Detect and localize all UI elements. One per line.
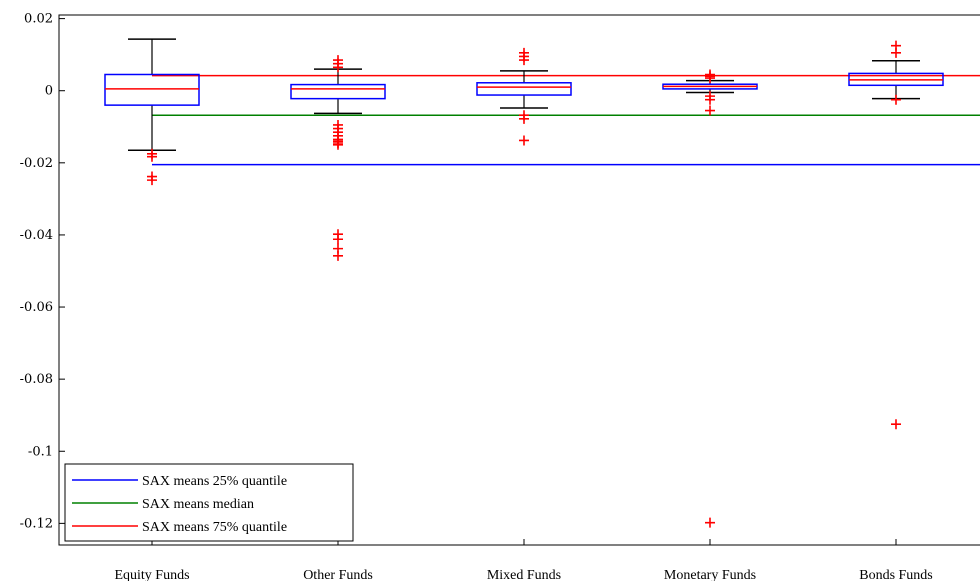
outlier-point [519,55,529,66]
outlier-point [519,135,529,146]
y-tick-label: -0.08 [20,372,53,387]
boxes-group [104,38,944,528]
outlier-point [891,419,901,430]
y-tick-label: 0.02 [24,12,53,27]
outlier-point [333,139,343,150]
y-tick-label: -0.06 [20,300,53,315]
legend: SAX means 25% quantile SAX means median SA… [64,463,354,542]
outlier-point [891,94,901,105]
box-3 [662,69,758,528]
x-category-label: Equity Funds [114,568,189,581]
x-category-label: Bonds Funds [859,568,933,581]
x-category-label: Other Funds [303,568,373,581]
outlier-point [333,62,343,73]
legend-label: SAX means 75% quantile [142,520,287,535]
outlier-point [147,151,157,162]
y-axis: 0.02 0 -0.02 -0.04 -0.06 -0.08 -0.1 -0.12 [20,12,65,531]
outlier-point [705,73,715,84]
box-2 [476,47,572,146]
plot-area [58,14,980,546]
outlier-point [891,47,901,58]
box-0 [104,38,200,186]
box-4 [848,40,944,430]
legend-label: SAX means median [142,497,254,512]
legend-label: SAX means 25% quantile [142,474,287,489]
box-iqr [290,83,386,100]
outlier-point [147,175,157,186]
outlier-point [333,234,343,245]
box-iqr [104,73,200,106]
y-tick-label: -0.12 [20,516,53,531]
x-category-label: Mixed Funds [487,568,561,581]
outlier-point [705,105,715,116]
box-1 [290,55,386,261]
outlier-point [705,517,715,528]
x-category-label: Monetary Funds [664,568,756,581]
outlier-point [333,250,343,261]
y-tick-label: 0 [45,84,53,99]
x-axis: Equity Funds Other Funds Mixed Funds Moneta… [114,539,933,581]
y-tick-label: -0.02 [20,156,53,171]
y-tick-label: -0.04 [20,228,53,243]
box-iqr [476,82,572,96]
outlier-point [519,113,529,124]
outlier-point [705,94,715,105]
y-tick-label: -0.1 [28,444,53,459]
